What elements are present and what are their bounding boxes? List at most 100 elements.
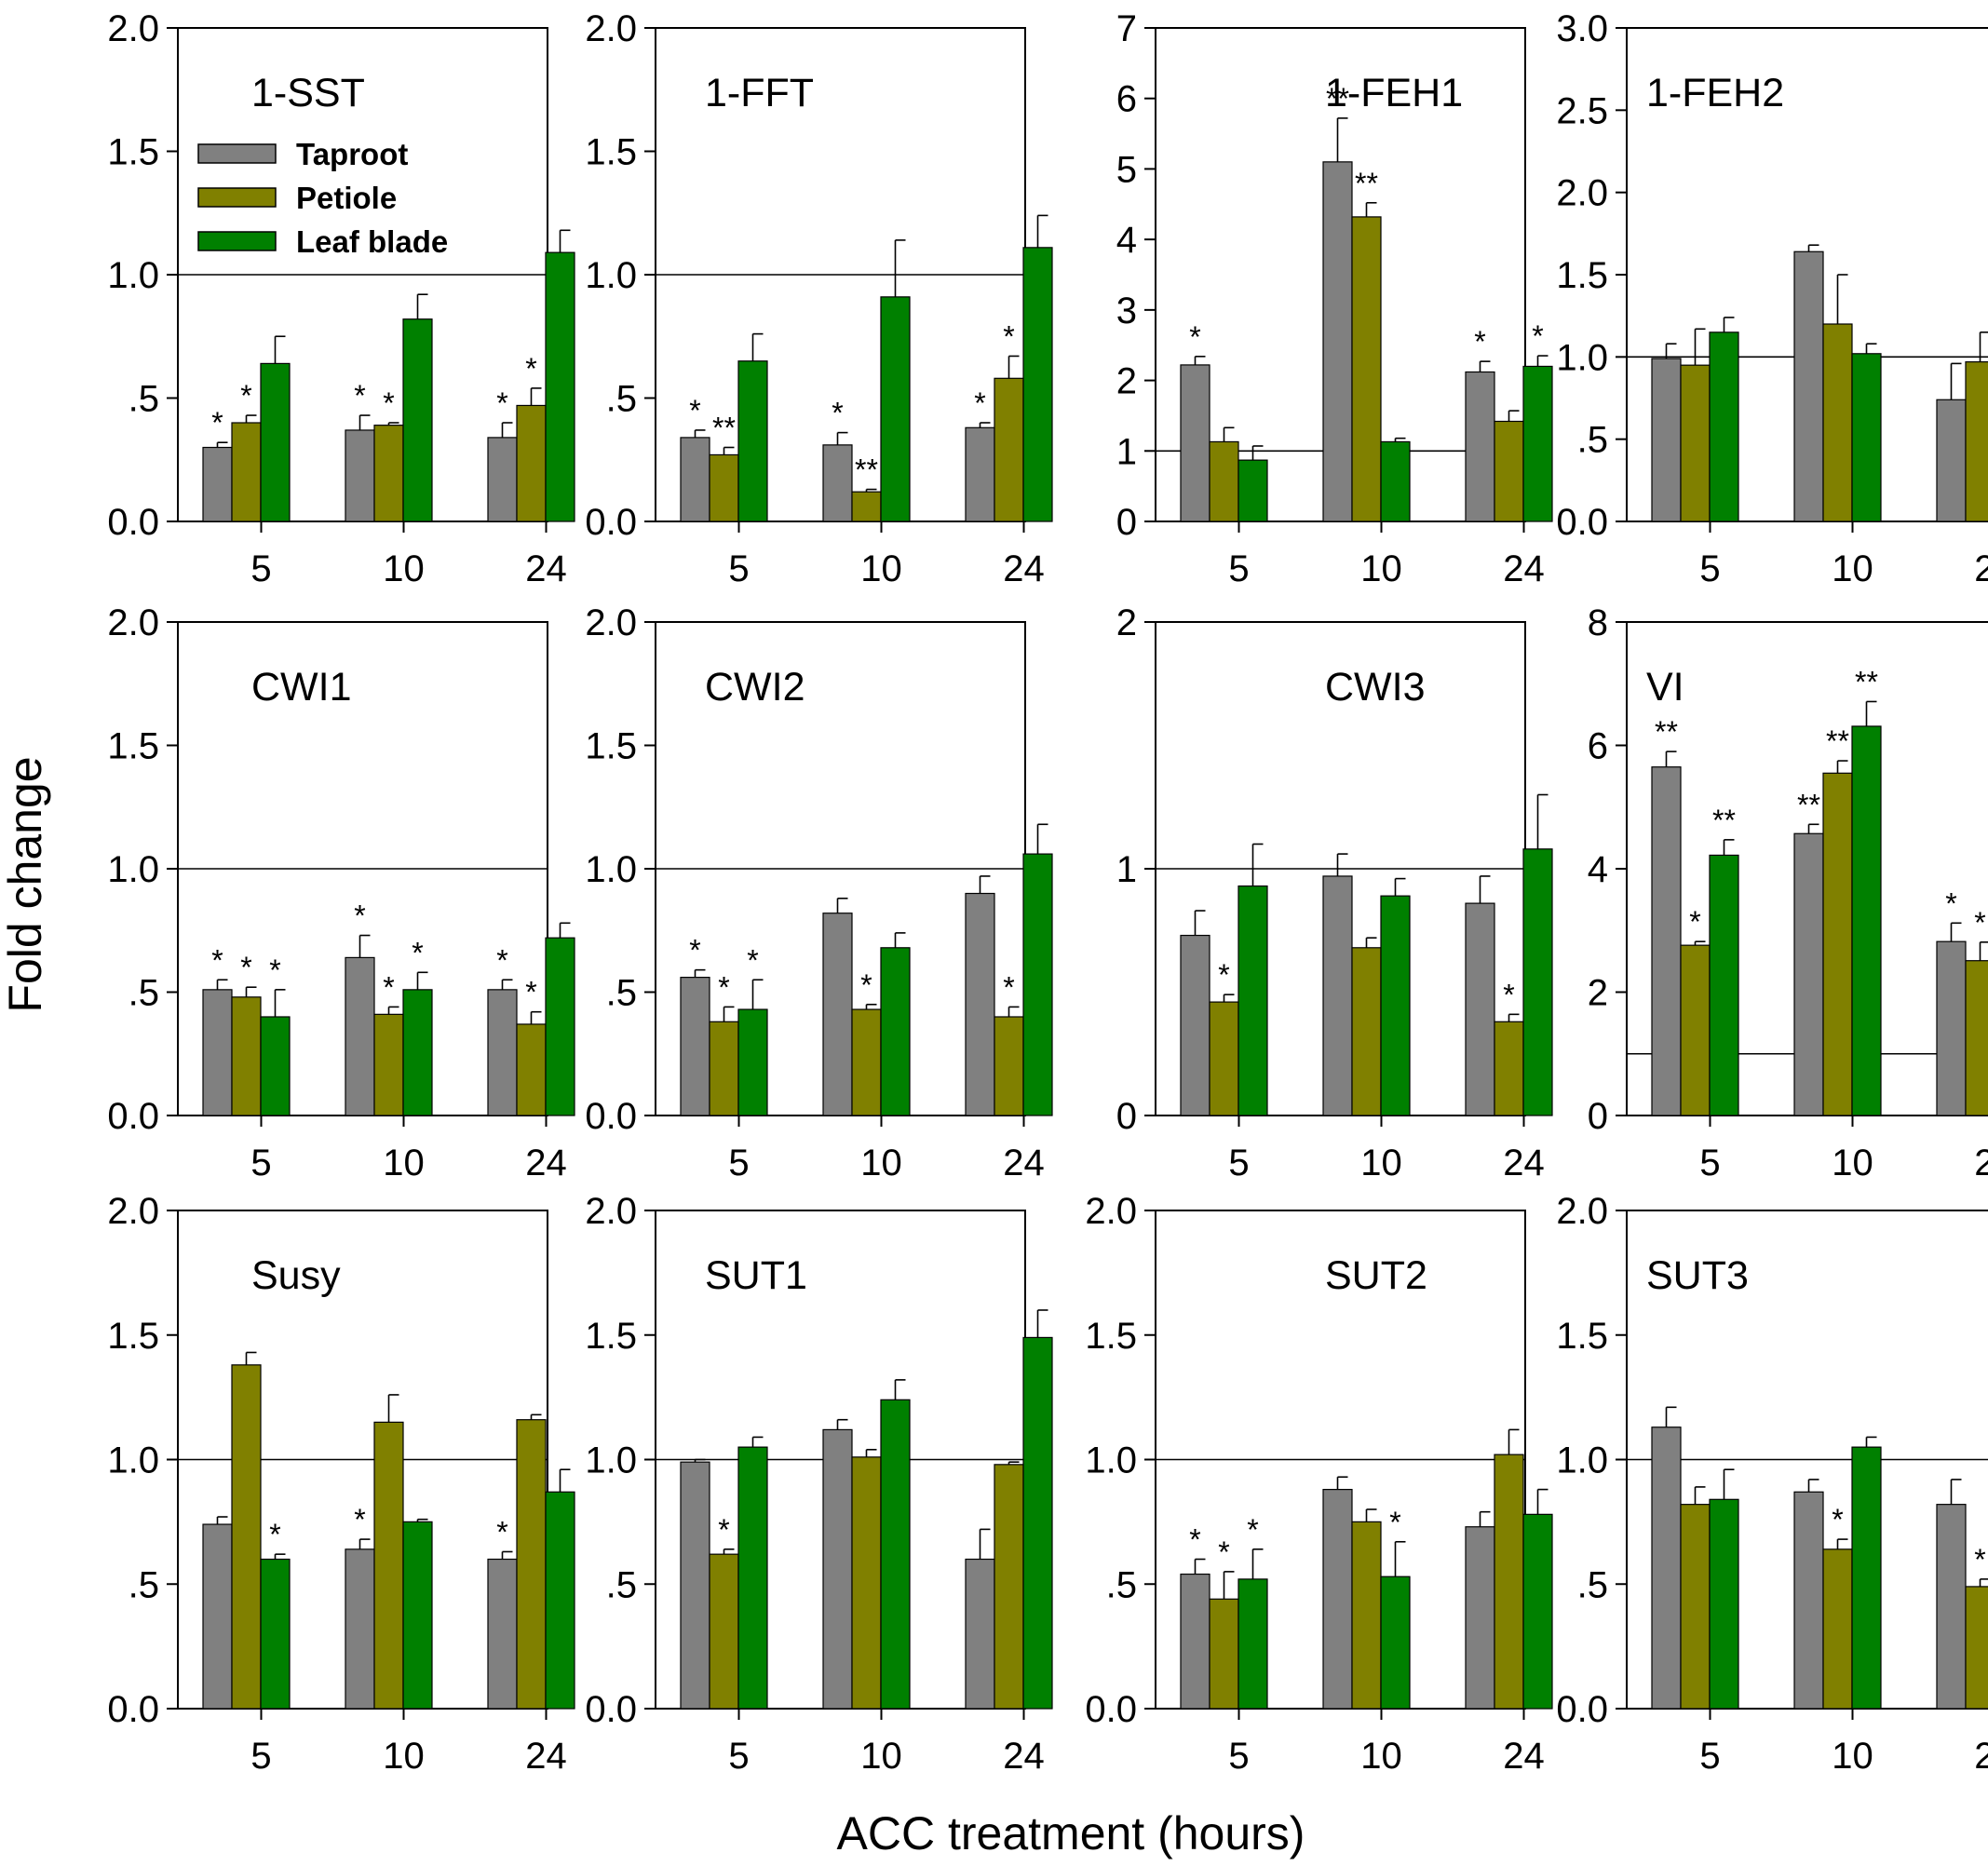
legend-swatch-petiole [197, 187, 277, 208]
sut2-xtick-label: 24 [1503, 1736, 1545, 1777]
cwi3-significance-mark: * [1218, 958, 1229, 992]
sut3-ytick-label: .5 [1577, 1564, 1608, 1605]
1-fft-significance-mark: * [689, 394, 700, 427]
susy-bar-leaf-blade-24 [545, 1491, 575, 1710]
cwi2-significance-mark: * [747, 943, 758, 977]
vi-xtick-label: 5 [1699, 1143, 1720, 1183]
1-feh1-bar-petiole-5 [1209, 440, 1239, 522]
sut3-bar-taproot-5 [1651, 1427, 1682, 1710]
cwi3-xtick-label: 5 [1228, 1143, 1249, 1183]
1-feh1-title: 1-FEH1 [1325, 71, 1463, 115]
legend-label-leaf-blade: Leaf blade [296, 224, 448, 259]
1-feh1-ytick-label: 1 [1116, 431, 1137, 472]
1-fft-significance-mark: * [1003, 319, 1014, 353]
1-feh1-significance-mark: ** [1326, 82, 1349, 115]
panel-cwi3: 0 1 2 CWI3 5 * 10 24 * [1116, 602, 1553, 1183]
susy-ytick-label: 0.0 [107, 1689, 159, 1730]
sut1-bar-petiole-5 [709, 1553, 739, 1710]
1-feh2-bar-petiole-5 [1680, 364, 1711, 522]
susy-ytick-label: .5 [128, 1564, 159, 1605]
cwi3-bar-petiole-24 [1494, 1021, 1524, 1116]
1-sst-xtick-label: 5 [250, 548, 271, 589]
sut2-bar-petiole-5 [1209, 1598, 1239, 1710]
1-feh2-ytick-label: 2.5 [1556, 90, 1608, 131]
1-fft-ytick-label: 1.0 [585, 255, 637, 296]
vi-significance-mark: * [1974, 906, 1985, 940]
1-fft-bar-petiole-5 [709, 453, 739, 522]
vi-significance-mark: ** [1655, 715, 1678, 749]
susy-ytick-label: 2.0 [107, 1191, 159, 1232]
cwi1-xtick-label: 5 [250, 1143, 271, 1183]
1-fft-xtick-label: 5 [728, 548, 749, 589]
vi-bar-taproot-5 [1651, 766, 1682, 1116]
susy-xtick-label: 5 [250, 1736, 271, 1777]
1-feh2-xtick-label: 10 [1832, 548, 1873, 589]
sut2-bar-taproot-24 [1465, 1526, 1495, 1710]
sut1-xtick-label: 24 [1003, 1736, 1045, 1777]
sut2-ytick-label: 0.0 [1085, 1689, 1137, 1730]
1-fft-ytick-label: 1.5 [585, 132, 637, 173]
cwi2-title: CWI2 [705, 665, 805, 710]
sut2-bar-taproot-5 [1180, 1573, 1210, 1710]
cwi3-bar-petiole-10 [1351, 947, 1382, 1116]
1-feh2-ytick-label: 3.0 [1556, 8, 1608, 49]
sut1-ytick-label: 0.0 [585, 1689, 637, 1730]
1-sst-bar-petiole-5 [231, 422, 262, 522]
cwi1-significance-mark: * [354, 899, 365, 933]
cwi2-significance-mark: * [689, 934, 700, 967]
1-fft-significance-mark: ** [712, 412, 736, 445]
sut2-xtick-label: 5 [1228, 1736, 1249, 1777]
panel-sut3: 0.0 .5 1.0 1.5 2.0 SUT3 5 10 * 24 * [1556, 1191, 1988, 1777]
cwi3-bar-leaf-blade-10 [1380, 895, 1411, 1116]
1-fft-bar-petiole-24 [994, 377, 1024, 522]
1-fft-title: 1-FFT [705, 71, 814, 115]
1-fft-bar-taproot-24 [965, 426, 995, 522]
vi-ytick-label: 2 [1588, 973, 1608, 1014]
sut2-ytick-label: .5 [1106, 1564, 1137, 1605]
cwi1-significance-mark: * [496, 943, 507, 977]
1-sst-xtick-label: 24 [525, 548, 567, 589]
y-axis-title: Fold change [0, 756, 51, 1012]
cwi1-bar-taproot-10 [345, 956, 375, 1116]
cwi3-bar-taproot-5 [1180, 934, 1210, 1116]
vi-ytick-label: 0 [1588, 1096, 1608, 1137]
sut2-ytick-label: 2.0 [1085, 1191, 1137, 1232]
legend-swatch-taproot [197, 143, 277, 164]
susy-xtick-label: 10 [383, 1736, 425, 1777]
1-feh1-bar-petiole-24 [1494, 420, 1524, 522]
cwi1-bar-taproot-5 [202, 989, 233, 1116]
sut2-bar-taproot-10 [1322, 1488, 1353, 1710]
sut2-bar-leaf-blade-10 [1380, 1575, 1411, 1710]
1-fft-bar-petiole-10 [851, 491, 882, 522]
cwi1-bar-petiole-10 [373, 1013, 404, 1116]
sut3-bar-petiole-10 [1822, 1548, 1853, 1710]
1-sst-bar-petiole-10 [373, 425, 404, 522]
vi-bar-leaf-blade-5 [1709, 854, 1739, 1116]
x-axis-title: ACC treatment (hours) [837, 1807, 1305, 1859]
susy-bar-leaf-blade-10 [402, 1521, 433, 1710]
sut2-ytick-label: 1.5 [1085, 1316, 1137, 1357]
cwi2-significance-mark: * [1003, 970, 1014, 1004]
cwi1-bar-taproot-24 [487, 989, 518, 1116]
vi-significance-mark: ** [1855, 665, 1878, 698]
sut3-bar-leaf-blade-5 [1709, 1498, 1739, 1710]
cwi2-bar-leaf-blade-24 [1022, 853, 1053, 1116]
1-feh1-ytick-label: 5 [1116, 149, 1137, 190]
1-feh1-significance-mark: * [1532, 319, 1543, 353]
susy-bar-petiole-24 [516, 1419, 547, 1710]
vi-ytick-label: 8 [1588, 602, 1608, 643]
sut1-xtick-label: 5 [728, 1736, 749, 1777]
sut3-bar-petiole-24 [1965, 1586, 1988, 1710]
1-sst-significance-mark: * [240, 379, 251, 412]
sut3-bar-leaf-blade-10 [1851, 1446, 1882, 1710]
sut1-significance-mark: * [718, 1513, 729, 1547]
susy-title: Susy [251, 1253, 341, 1298]
sut3-significance-mark: * [1974, 1543, 1985, 1576]
vi-ytick-label: 4 [1588, 849, 1608, 890]
vi-significance-mark: ** [1826, 724, 1849, 758]
1-sst-bar-leaf-blade-5 [260, 362, 291, 522]
susy-ytick-label: 1.0 [107, 1440, 159, 1481]
cwi1-bar-petiole-24 [516, 1023, 547, 1116]
vi-significance-mark: ** [1797, 788, 1820, 821]
